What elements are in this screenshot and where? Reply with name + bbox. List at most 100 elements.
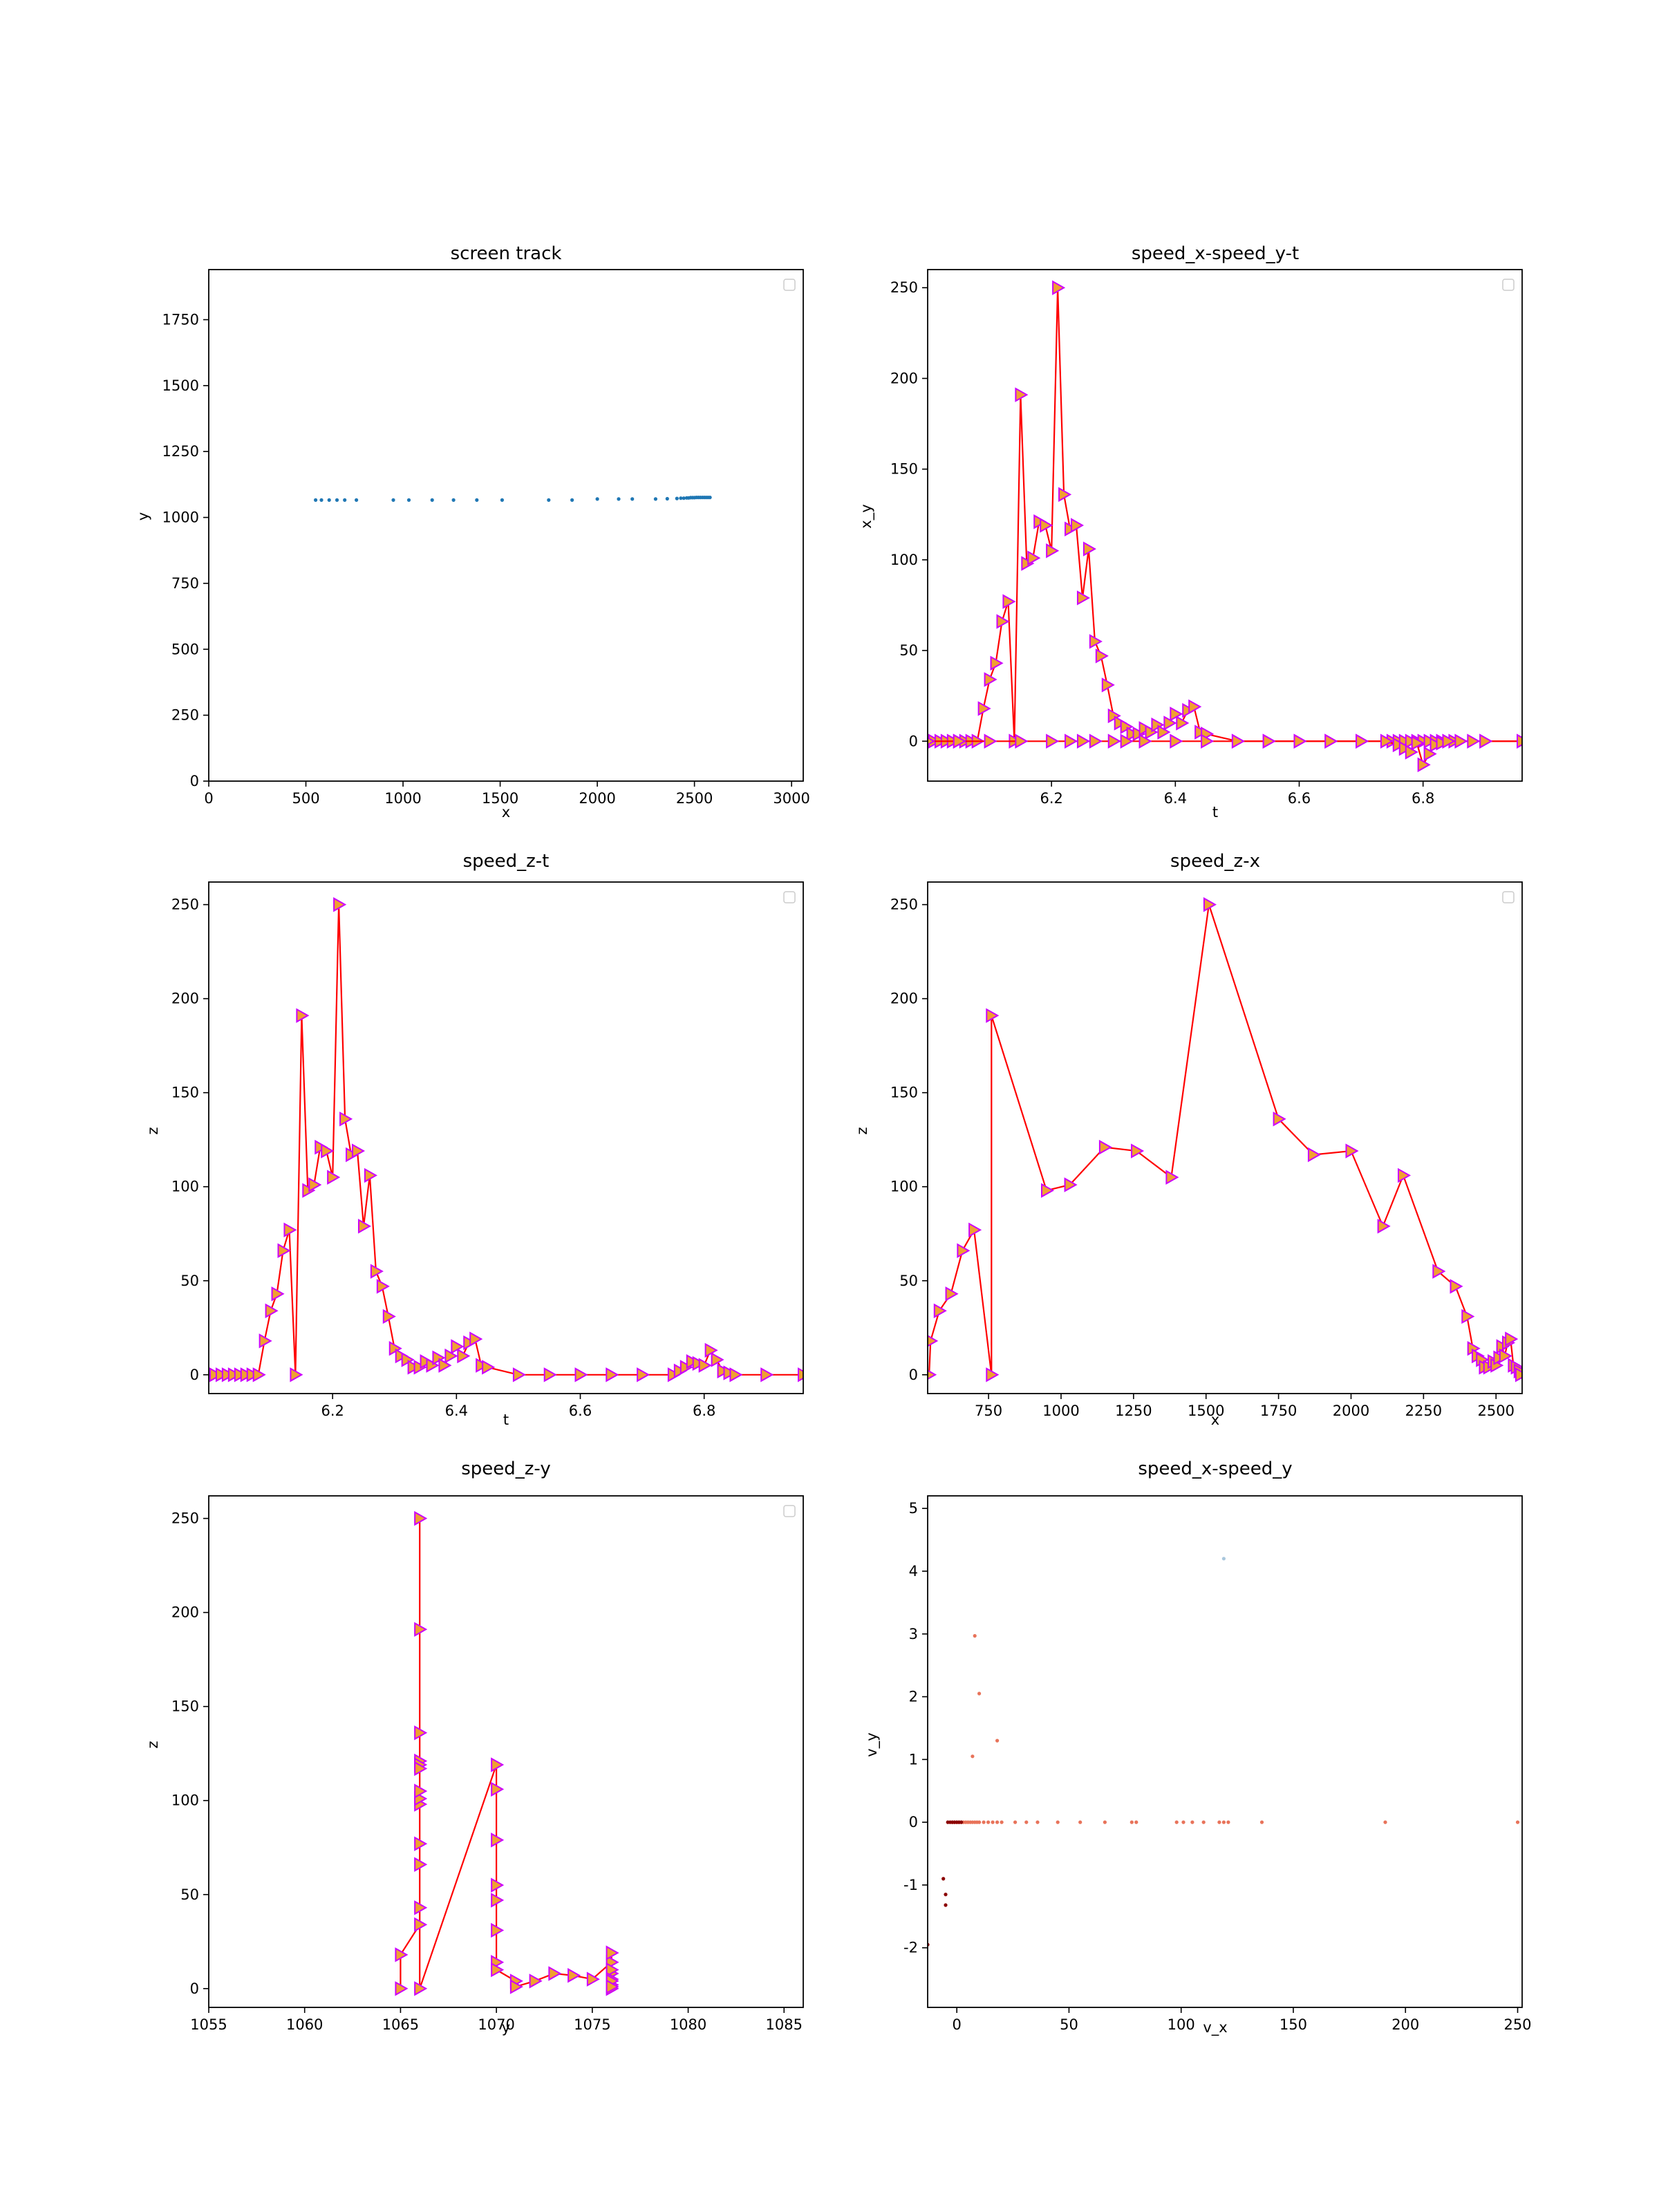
data-point [327, 498, 331, 503]
legend-box [1502, 279, 1515, 291]
data-point [395, 1981, 409, 1996]
subplot-speed-z-y: speed_z-y y z 1055 1060 1065 1070 1075 1080 10… [144, 1459, 804, 2036]
data-point [414, 1836, 428, 1852]
x-tick-label: 1075 [574, 2016, 610, 2033]
data-point [1221, 1557, 1226, 1561]
data-point [1217, 1820, 1221, 1824]
data-point [971, 1754, 975, 1759]
y-tick-label: 50 [180, 1273, 199, 1289]
data-point [1082, 541, 1096, 556]
data-point [319, 498, 324, 503]
data-point [491, 1757, 505, 1772]
data-point [1131, 1143, 1145, 1159]
x-tick-label: 6.8 [1412, 790, 1434, 807]
subplot-title: speed_z-x [1170, 851, 1260, 872]
data-point [1015, 387, 1029, 402]
data-point [1380, 733, 1394, 749]
y-tick-label: 0 [909, 1367, 918, 1383]
subplot-title: speed_z-t [463, 851, 550, 872]
subplot-title: screen track [451, 243, 562, 264]
x-axis-label: t [503, 1412, 509, 1428]
data-point [1345, 1143, 1359, 1159]
y-tick-label: 250 [890, 279, 918, 296]
plot-area: 0 500 1000 1500 2000 2500 3000 0 250 500 750 1000 12… [162, 269, 810, 807]
data-point [1052, 280, 1066, 295]
data-point [529, 1974, 543, 1989]
data-point [543, 1367, 557, 1382]
data-point [679, 496, 683, 500]
data-point [1027, 550, 1041, 565]
data-point [986, 1008, 1000, 1023]
data-point [957, 1243, 971, 1258]
y-tick-label: 150 [890, 1085, 918, 1101]
x-tick-label: 6.8 [693, 1403, 715, 1419]
data-point [327, 1170, 341, 1185]
y-tick-label: 2 [909, 1689, 918, 1705]
data-point [414, 1510, 428, 1526]
data-point [996, 614, 1010, 629]
data-point [1461, 1309, 1475, 1324]
data-point [277, 1243, 291, 1258]
data-point [414, 1761, 428, 1777]
data-point [1064, 1177, 1078, 1192]
y-tick-label: 3 [909, 1626, 918, 1642]
data-point [252, 1367, 266, 1382]
data-point [509, 1979, 523, 1994]
axes-frame [208, 269, 804, 782]
data-point [1201, 733, 1215, 749]
data-point [290, 1367, 303, 1382]
data-point [984, 733, 997, 749]
y-tick-label: 0 [190, 773, 199, 789]
axes-frame [927, 881, 1523, 1394]
y-axis-label: y [135, 512, 151, 521]
data-point [308, 1177, 322, 1192]
data-point [991, 1820, 995, 1824]
data-point [574, 1367, 588, 1382]
data-point [606, 1962, 619, 1978]
data-point [698, 1358, 712, 1373]
axes-frame [927, 1495, 1523, 2008]
data-point [1015, 733, 1029, 749]
y-tick-label: 100 [171, 1179, 199, 1195]
x-tick-label: 250 [1503, 2016, 1531, 2033]
data-point [665, 496, 669, 501]
data-point [1120, 733, 1134, 749]
data-point [376, 1279, 390, 1294]
data-point [798, 1367, 803, 1382]
y-tick-label: 100 [890, 552, 918, 568]
data-point [512, 1367, 526, 1382]
data-point [500, 498, 505, 503]
data-point [595, 497, 599, 501]
data-point [928, 737, 936, 746]
data-point [414, 1917, 428, 1933]
subplot-speed-z-t: speed_z-t t z 6.2 6.4 6.6 6.8 0 50 100 150 200 25… [144, 851, 804, 1428]
y-axis-label: x_y [858, 504, 875, 528]
data-point [630, 497, 635, 501]
data-point [606, 1979, 619, 1994]
x-tick-label: 1250 [1115, 1403, 1152, 1419]
y-tick-label: 100 [890, 1179, 918, 1195]
y-tick-label: 200 [171, 991, 199, 1007]
data-layer [928, 1557, 1520, 1947]
y-axis-label: z [144, 1127, 161, 1134]
x-tick-label: 1000 [1042, 1403, 1079, 1419]
legend-box [1502, 891, 1515, 903]
data-point [1273, 1112, 1286, 1127]
data-point [414, 1900, 428, 1915]
data-point [491, 1877, 505, 1893]
y-axis-label: v_y [863, 1732, 881, 1756]
data-point [1174, 1820, 1179, 1824]
data-point [986, 1367, 1000, 1382]
data-point [1101, 677, 1115, 693]
data-point [271, 1286, 285, 1302]
data-point [1098, 1139, 1112, 1155]
y-tick-label: 200 [890, 370, 918, 386]
data-point [491, 1781, 505, 1797]
x-tick-label: 2000 [579, 790, 615, 807]
x-tick-label: 6.6 [569, 1403, 592, 1419]
subplot-title: speed_x-speed_y [1138, 1459, 1292, 1479]
data-point [606, 1945, 619, 1960]
x-tick-label: 6.2 [1040, 790, 1062, 807]
data-point [469, 1331, 483, 1347]
